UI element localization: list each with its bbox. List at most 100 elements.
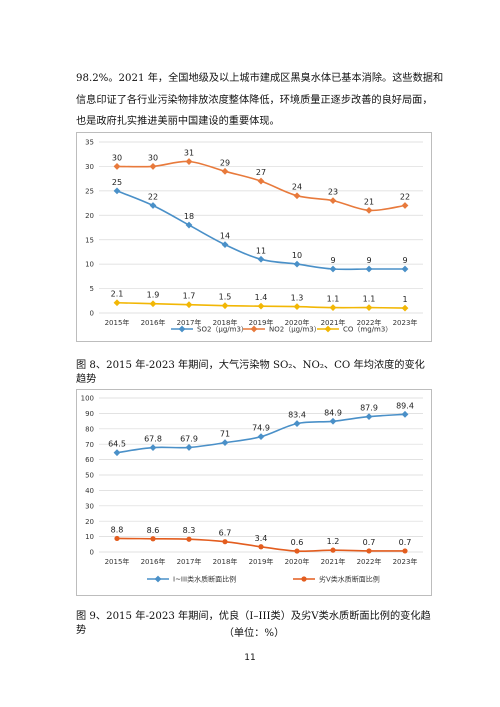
x-tick-label: 2023年 bbox=[393, 557, 418, 566]
data-point bbox=[185, 158, 193, 165]
y-tick-label: 5 bbox=[90, 285, 94, 293]
figure-9-caption: 图 9、2015 年-2023 年期间，优良（I–III类）及劣V类水质断面比例… bbox=[76, 611, 431, 636]
data-point bbox=[301, 576, 307, 582]
legend-label: CO（mg/m3） bbox=[343, 326, 392, 334]
data-point bbox=[329, 304, 337, 312]
data-point bbox=[257, 177, 265, 185]
x-tick-label: 2022年 bbox=[357, 318, 382, 327]
series-1: 30 30 31 29 27 24 23 21 22 bbox=[112, 149, 410, 214]
data-point bbox=[113, 163, 121, 170]
x-tick-label: 2021年 bbox=[321, 557, 346, 566]
data-label: 31 bbox=[184, 149, 194, 158]
data-label: 22 bbox=[148, 193, 158, 202]
data-point bbox=[293, 303, 301, 311]
data-label: 1.1 bbox=[327, 295, 340, 304]
data-label: 87.9 bbox=[360, 404, 378, 413]
data-label: 74.9 bbox=[252, 424, 270, 433]
data-label: 24 bbox=[292, 183, 302, 192]
y-tick-label: 100 bbox=[81, 395, 94, 403]
data-label: 64.5 bbox=[108, 440, 126, 449]
y-tick-label: 50 bbox=[85, 472, 94, 480]
legend-label: 劣V类水质断面比例 bbox=[319, 575, 380, 584]
data-label: 83.4 bbox=[288, 411, 306, 420]
data-label: 1.4 bbox=[255, 293, 268, 302]
data-label: 71 bbox=[220, 430, 230, 439]
data-point bbox=[401, 410, 409, 418]
data-label: 9 bbox=[402, 256, 407, 265]
y-tick-label: 20 bbox=[85, 212, 94, 220]
paragraph-line: 98.2%。2021 年，全国地级及以上城市建成区黑臭水体已基本消除。这些数据和 bbox=[76, 73, 444, 84]
data-point bbox=[365, 304, 373, 312]
series-2: 2.1 1.9 1.7 1.5 1.4 1.3 1.1 1.1 1 bbox=[111, 290, 409, 312]
series-1: 8.8 8.6 8.3 6.7 3.4 0.6 1.2 0.7 0.7 bbox=[111, 525, 412, 554]
data-point bbox=[329, 265, 337, 273]
x-tick-label: 2018年 bbox=[213, 557, 238, 566]
data-label: 89.4 bbox=[396, 401, 414, 410]
paragraph-line: 信息印证了各行业污染物排放浓度整体降低，环境质量正逐步改善的良好局面， bbox=[76, 94, 433, 106]
data-point bbox=[221, 439, 229, 447]
data-point bbox=[293, 192, 301, 200]
y-tick-label: 30 bbox=[85, 163, 94, 171]
data-label: 8.3 bbox=[183, 526, 196, 535]
data-label: 67.9 bbox=[180, 434, 198, 443]
data-label: 0.7 bbox=[363, 538, 376, 547]
data-label: 29 bbox=[220, 158, 230, 167]
data-label: 1.7 bbox=[183, 292, 196, 301]
y-tick-label: 10 bbox=[85, 533, 94, 541]
data-point bbox=[186, 536, 192, 542]
data-point bbox=[329, 417, 337, 425]
data-label: 1 bbox=[402, 295, 407, 304]
x-tick-label: 2023年 bbox=[393, 318, 418, 327]
figure-8-caption: 图 8、2015 年-2023 年期间，大气污染物 SO₂、NO₂、CO 年均浓… bbox=[76, 360, 425, 385]
data-label: 30 bbox=[112, 153, 122, 162]
data-point bbox=[401, 265, 409, 273]
data-point bbox=[401, 202, 409, 209]
data-label: 1.5 bbox=[219, 293, 232, 302]
data-point bbox=[293, 420, 301, 427]
data-label: 2.1 bbox=[111, 290, 124, 299]
data-point bbox=[365, 207, 373, 214]
data-label: 0.6 bbox=[291, 538, 304, 547]
data-label: 27 bbox=[256, 168, 266, 177]
legend: SO2（μg/m3） NO2（μg/m3） CO（mg/m3） bbox=[171, 325, 392, 334]
data-label: 9 bbox=[330, 256, 335, 265]
data-point bbox=[221, 167, 229, 175]
x-tick-label: 2019年 bbox=[249, 557, 274, 566]
y-tick-label: 40 bbox=[85, 487, 94, 495]
air-pollutant-chart-svg: 0 5 10 15 20 25 30 35 2015年 2016年 2017年 2018年 2019年 2… bbox=[85, 139, 423, 334]
water-quality-chart: 0 10 20 30 40 50 60 70 80 90 100 2015年 2016年 2017年 201… bbox=[76, 389, 432, 596]
data-point bbox=[365, 413, 373, 421]
x-tick-label: 2021年 bbox=[321, 318, 346, 327]
data-label: 1.2 bbox=[327, 537, 340, 546]
data-point bbox=[113, 187, 121, 195]
y-tick-label: 20 bbox=[85, 518, 94, 526]
data-point bbox=[149, 202, 157, 209]
data-point bbox=[257, 255, 265, 263]
data-label: 3.4 bbox=[255, 534, 268, 543]
data-point bbox=[294, 548, 300, 554]
data-point bbox=[154, 575, 162, 583]
data-point bbox=[365, 265, 373, 273]
data-point bbox=[185, 221, 193, 229]
data-label: 84.9 bbox=[324, 408, 342, 417]
data-label: 22 bbox=[400, 193, 410, 202]
data-label: 11 bbox=[256, 246, 266, 255]
data-point bbox=[113, 449, 121, 457]
data-label: 8.8 bbox=[111, 525, 124, 534]
x-tick-label: 2020年 bbox=[285, 318, 310, 327]
series-0: 64.5 67.8 67.9 71 74.9 83.4 84.9 87.9 89.4 bbox=[108, 401, 414, 457]
water-quality-chart-svg: 0 10 20 30 40 50 60 70 80 90 100 2015年 2016年 2017年 201… bbox=[81, 395, 423, 584]
data-label: 1.9 bbox=[147, 291, 160, 300]
data-point bbox=[185, 444, 193, 451]
data-label: 0.7 bbox=[399, 538, 412, 547]
x-tick-label: 2017年 bbox=[177, 557, 202, 566]
data-point bbox=[113, 299, 121, 307]
data-label: 67.8 bbox=[144, 435, 162, 444]
x-tick-label: 2016年 bbox=[141, 557, 166, 566]
data-point bbox=[330, 547, 336, 553]
y-tick-label: 60 bbox=[85, 456, 94, 464]
data-label: 30 bbox=[148, 153, 158, 162]
data-point bbox=[402, 548, 408, 554]
y-tick-label: 90 bbox=[85, 410, 94, 418]
data-point bbox=[258, 544, 264, 550]
